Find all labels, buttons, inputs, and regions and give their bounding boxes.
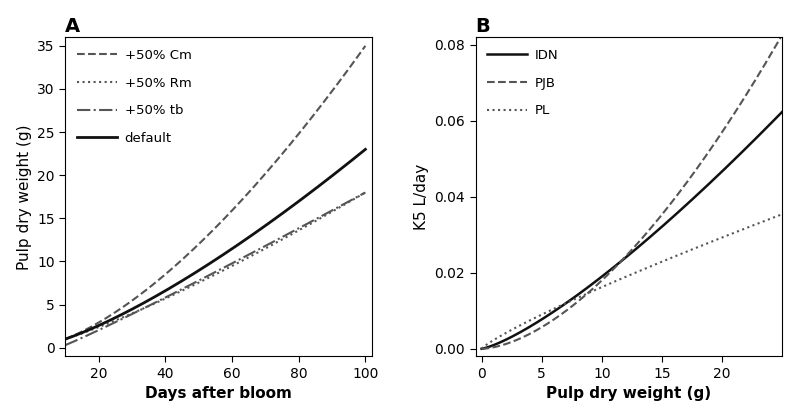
+50% Rm: [205, 275, 214, 280]
PJB: [656, 214, 666, 219]
IDN: [619, 256, 629, 261]
+50% tb: [307, 219, 316, 224]
+50% Rm: [239, 257, 248, 263]
+50% Rm: [203, 276, 213, 281]
+50% Cm: [205, 231, 214, 236]
Text: A: A: [66, 17, 81, 36]
+50% Rm: [223, 266, 233, 271]
PJB: [477, 346, 487, 351]
+50% tb: [353, 194, 363, 199]
+50% tb: [360, 190, 370, 195]
PL: [777, 212, 787, 217]
+50% Cm: [360, 43, 370, 48]
IDN: [622, 255, 631, 260]
PJB: [639, 233, 649, 238]
PJB: [723, 120, 733, 125]
IDN: [777, 109, 787, 114]
Y-axis label: K5 L/day: K5 L/day: [414, 164, 429, 230]
default: [353, 153, 363, 158]
+50% Cm: [61, 336, 70, 342]
Legend: +50% Cm, +50% Rm, +50% tb, default: +50% Cm, +50% Rm, +50% tb, default: [72, 44, 197, 150]
IDN: [656, 225, 666, 230]
+50% Cm: [223, 213, 233, 218]
+50% tb: [239, 255, 248, 260]
PJB: [619, 255, 629, 260]
+50% Rm: [61, 336, 70, 342]
+50% Cm: [307, 115, 316, 120]
+50% Cm: [203, 233, 213, 238]
Y-axis label: Pulp dry weight (g): Pulp dry weight (g): [17, 124, 32, 270]
Line: +50% tb: +50% tb: [66, 192, 365, 345]
default: [203, 262, 213, 267]
PL: [770, 214, 780, 219]
default: [307, 189, 316, 194]
PL: [619, 275, 629, 280]
PJB: [770, 44, 780, 49]
default: [223, 249, 233, 254]
default: [360, 147, 370, 152]
+50% Rm: [353, 194, 363, 199]
X-axis label: Pulp dry weight (g): Pulp dry weight (g): [547, 386, 711, 401]
Line: PJB: PJB: [482, 35, 782, 349]
PL: [639, 266, 649, 271]
IDN: [639, 240, 649, 245]
Line: default: default: [66, 149, 365, 339]
PL: [656, 260, 666, 265]
IDN: [723, 163, 733, 168]
PJB: [777, 32, 787, 37]
Text: B: B: [475, 17, 491, 36]
PL: [622, 274, 631, 279]
+50% Cm: [353, 54, 363, 59]
default: [205, 261, 214, 266]
+50% tb: [223, 263, 233, 268]
X-axis label: Days after bloom: Days after bloom: [145, 386, 292, 401]
PJB: [622, 253, 631, 258]
+50% Rm: [307, 221, 316, 226]
+50% tb: [203, 273, 213, 278]
PL: [477, 346, 487, 351]
Line: IDN: IDN: [482, 112, 782, 349]
Line: +50% Cm: +50% Cm: [66, 46, 365, 339]
+50% Rm: [360, 190, 370, 195]
default: [239, 238, 248, 243]
IDN: [770, 117, 780, 122]
IDN: [477, 346, 487, 351]
PL: [723, 233, 733, 238]
+50% tb: [61, 343, 70, 348]
+50% Cm: [239, 195, 248, 200]
Legend: IDN, PJB, PL: IDN, PJB, PL: [482, 44, 564, 122]
default: [61, 336, 70, 342]
Line: +50% Rm: +50% Rm: [66, 192, 365, 339]
+50% tb: [205, 273, 214, 278]
Line: PL: PL: [482, 214, 782, 349]
